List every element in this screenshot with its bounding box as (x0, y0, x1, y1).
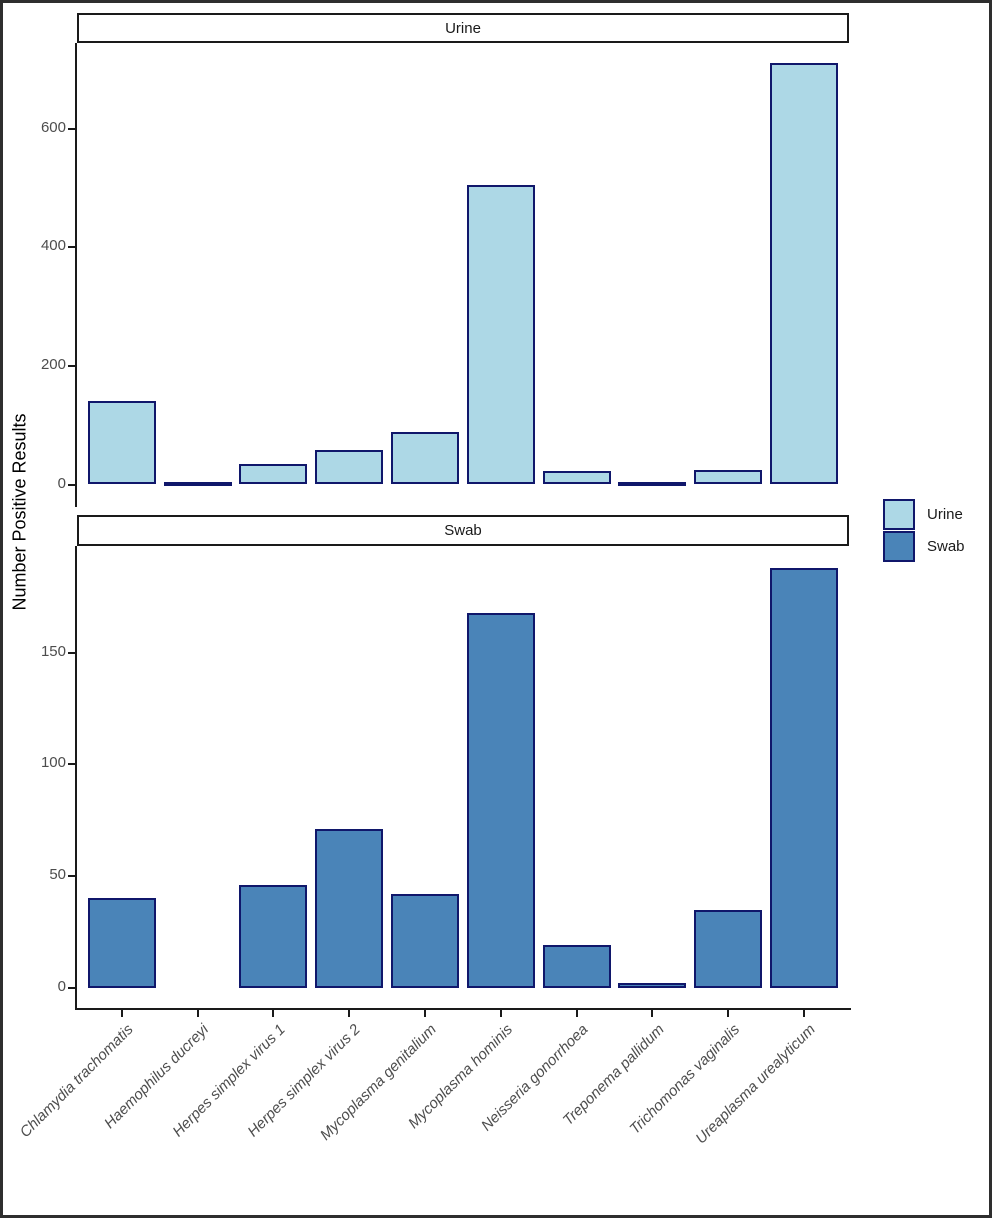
y-tick-label-swab-50: 50 (49, 866, 66, 884)
y-tick-urine-200 (68, 364, 75, 367)
x-tick-mycoplasma-genitalium (423, 1010, 426, 1017)
bar-urine-mycoplasma-hominis (466, 184, 535, 485)
y-tick-swab-50 (68, 875, 75, 878)
y-tick-swab-150 (68, 651, 75, 654)
y-tick-label-swab-0: 0 (57, 977, 66, 995)
bar-swab-mycoplasma-genitalium (390, 893, 459, 988)
legend-key-swab-swatch (883, 531, 915, 562)
legend-item-urine: Urine (883, 499, 965, 530)
x-tick-neisseria-gonorrhoea (575, 1010, 578, 1017)
bar-urine-treponema-pallidum (618, 481, 687, 486)
y-tick-label-swab-150: 150 (40, 642, 66, 660)
facet-strip-swab-label: Swab (444, 522, 482, 539)
bar-swab-herpes-simplex-virus-1 (239, 884, 308, 988)
bar-urine-ureaplasma-urealyticum (770, 63, 839, 485)
x-tick-mycoplasma-hominis (499, 1010, 502, 1017)
bar-swab-chlamydia-trachomatis (87, 898, 156, 988)
y-tick-label-urine-200: 200 (40, 355, 66, 373)
y-tick-urine-0 (68, 483, 75, 486)
x-tick-trichomonas-vaginalis (727, 1010, 730, 1017)
bar-urine-chlamydia-trachomatis (87, 401, 156, 485)
y-tick-urine-400 (68, 246, 75, 249)
legend-label-swab: Swab (927, 538, 965, 555)
y-axis-line-swab (75, 546, 77, 1009)
x-tick-haemophilus-ducreyi (196, 1010, 199, 1017)
legend: Urine Swab (883, 499, 965, 563)
legend-item-swab: Swab (883, 531, 965, 562)
y-tick-label-urine-0: 0 (57, 474, 66, 492)
bar-urine-trichomonas-vaginalis (694, 470, 763, 485)
y-tick-swab-0 (68, 986, 75, 989)
bar-urine-haemophilus-ducreyi (163, 481, 232, 486)
y-tick-label-urine-400: 400 (40, 237, 66, 255)
legend-key-urine-swatch (883, 499, 915, 530)
x-tick-treponema-pallidum (651, 1010, 654, 1017)
y-tick-urine-600 (68, 127, 75, 130)
facet-strip-urine-label: Urine (445, 19, 481, 37)
y-tick-label-urine-600: 600 (40, 118, 66, 136)
bar-urine-mycoplasma-genitalium (390, 431, 459, 485)
legend-label-urine: Urine (927, 506, 963, 523)
facet-strip-urine: Urine (77, 13, 849, 43)
y-tick-label-swab-100: 100 (40, 754, 66, 772)
bar-swab-treponema-pallidum (618, 983, 687, 988)
bar-swab-ureaplasma-urealyticum (770, 567, 839, 988)
bar-urine-herpes-simplex-virus-2 (315, 450, 384, 485)
x-tick-chlamydia-trachomatis (120, 1010, 123, 1017)
x-tick-herpes-simplex-virus-1 (272, 1010, 275, 1017)
x-tick-herpes-simplex-virus-2 (348, 1010, 351, 1017)
bar-urine-neisseria-gonorrhoea (542, 471, 611, 485)
y-tick-swab-100 (68, 763, 75, 766)
facet-strip-swab: Swab (77, 515, 849, 546)
bar-swab-herpes-simplex-virus-2 (315, 829, 384, 988)
x-axis-line (75, 1008, 851, 1010)
bar-urine-herpes-simplex-virus-1 (239, 464, 308, 485)
y-axis-title: Number Positive Results (9, 413, 30, 611)
bar-swab-neisseria-gonorrhoea (542, 945, 611, 988)
y-axis-line-urine (75, 43, 77, 507)
x-tick-ureaplasma-urealyticum (803, 1010, 806, 1017)
bar-swab-mycoplasma-hominis (466, 612, 535, 988)
bar-swab-trichomonas-vaginalis (694, 909, 763, 988)
